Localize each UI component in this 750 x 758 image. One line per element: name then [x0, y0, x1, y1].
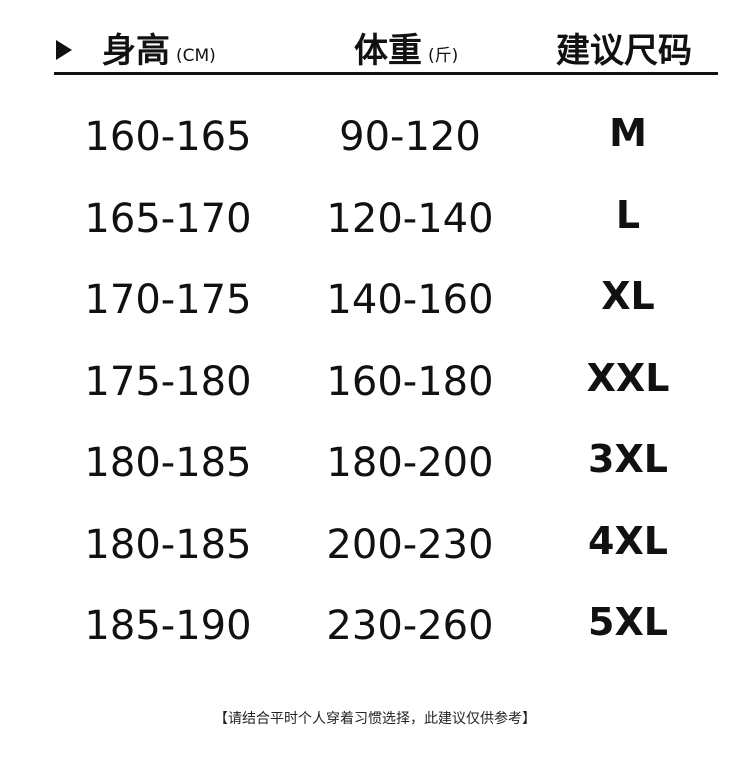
height-cell: 180-185 — [84, 440, 252, 486]
weight-cell: 180-200 — [326, 440, 494, 486]
table-row: 160-165 90-120 M — [0, 107, 750, 167]
size-cell: 5XL — [588, 600, 668, 644]
table-row: 180-185 200-230 4XL — [0, 515, 750, 575]
height-cell: 185-190 — [84, 603, 252, 649]
size-label: 建议尺码 — [556, 31, 692, 71]
header-weight: 体重 (斤) — [354, 26, 458, 72]
height-cell: 180-185 — [84, 521, 252, 568]
height-label: 身高 — [102, 31, 170, 71]
size-cell: XXL — [586, 355, 670, 400]
height-cell: 165-170 — [84, 195, 252, 242]
table-row: 170-175 140-160 XL — [0, 270, 750, 330]
height-cell: 175-180 — [84, 358, 252, 405]
size-cell: M — [609, 111, 647, 155]
table-row: 180-185 180-200 3XL — [0, 433, 750, 493]
weight-unit: (斤) — [428, 46, 459, 66]
table-row: 165-170 120-140 L — [0, 189, 750, 249]
height-unit: (CM) — [176, 46, 216, 66]
size-cell: 3XL — [588, 437, 668, 481]
table-row: 185-190 230-260 5XL — [0, 596, 750, 656]
weight-cell: 90-120 — [339, 114, 481, 160]
size-cell: 4XL — [588, 518, 668, 563]
weight-cell: 200-230 — [326, 521, 494, 568]
header-height: 身高 (CM) — [102, 26, 216, 72]
weight-cell: 160-180 — [326, 358, 494, 405]
height-cell: 170-175 — [84, 277, 252, 323]
header-divider — [54, 72, 718, 75]
weight-cell: 120-140 — [326, 195, 494, 242]
weight-cell: 230-260 — [326, 603, 494, 649]
table-row: 175-180 160-180 XXL — [0, 352, 750, 412]
size-cell: L — [615, 192, 641, 237]
weight-label: 体重 — [354, 31, 422, 71]
weight-cell: 140-160 — [326, 277, 494, 323]
header-size: 建议尺码 — [556, 26, 692, 72]
height-cell: 160-165 — [84, 114, 252, 160]
footnote: 【请结合平时个人穿着习惯选择，此建议仅供参考】 — [214, 711, 536, 727]
triangle-bullet-icon — [56, 40, 72, 60]
size-cell: XL — [601, 274, 655, 318]
